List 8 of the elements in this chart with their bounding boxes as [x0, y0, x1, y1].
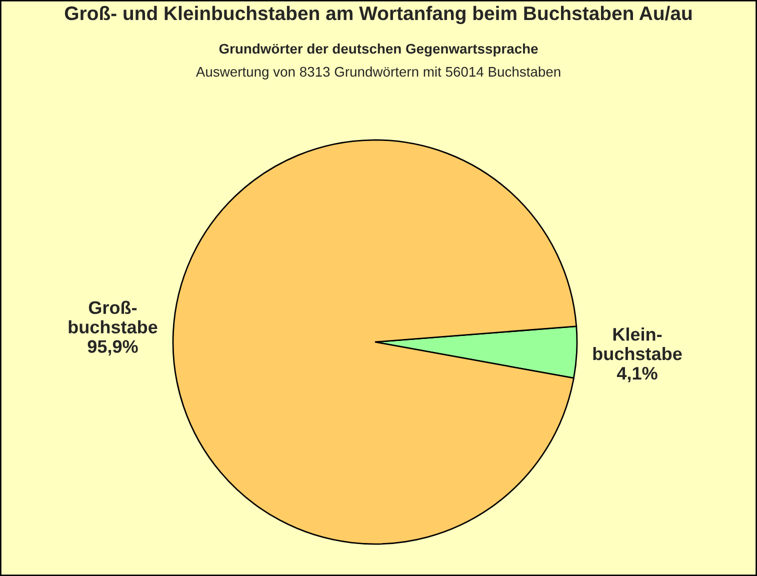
pie-slice: [172, 139, 578, 545]
chart-subtitle: Grundwörter der deutschen Gegenwartssprache: [219, 43, 538, 57]
slice-label: Groß- buchstabe: [68, 300, 158, 334]
data-label: 95,9%: [88, 340, 138, 356]
slice-label: Klein- buchstabe: [593, 328, 682, 360]
chart-title: Groß- und Kleinbuchstaben am Wortanfang beim Buchstaben Au/au: [64, 6, 692, 24]
data-label: 4,1%: [616, 366, 658, 382]
text: Auswertung von 8313 Grundwörtern mit 56014 Buchstaben: [196, 66, 560, 80]
